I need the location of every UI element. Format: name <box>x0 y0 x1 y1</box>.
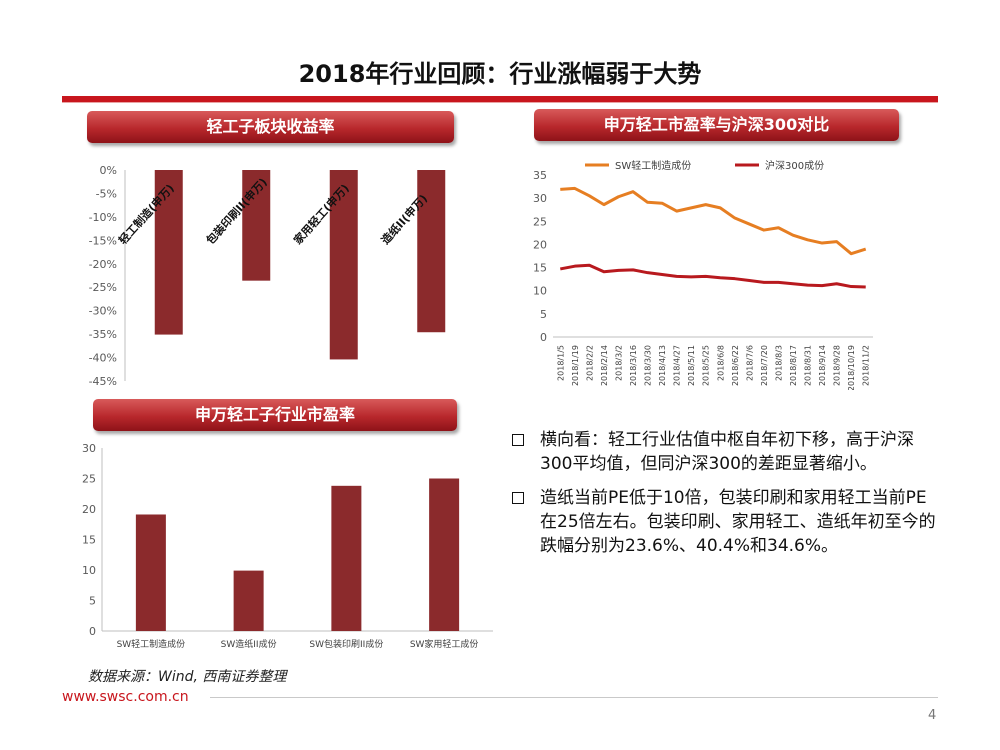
y-tick-label: 20 <box>533 238 547 251</box>
y-tick-label: 10 <box>82 564 96 577</box>
x-tick-label: 2018/2/14 <box>600 345 609 386</box>
title-underline-shadow <box>62 102 938 103</box>
x-tick-label: 2018/3/2 <box>614 345 623 381</box>
x-tick-label: 2018/6/22 <box>731 345 740 386</box>
category-label: SW造纸II成份 <box>221 638 277 650</box>
sub-industry-pe-bar-chart: 0 5 10 15 20 25 30 SW轻工制造成份 SW造纸II成份 SW包装印刷II成份 SW… <box>82 442 493 650</box>
x-tick-label: 2018/10/19 <box>847 345 856 390</box>
x-tick-label: 2018/4/13 <box>658 345 667 386</box>
y-tick-label: -20% <box>89 258 117 271</box>
y-tick-label: 30 <box>533 192 547 205</box>
x-tick-label: 2018/9/28 <box>833 345 842 386</box>
x-tick-label: 2018/2/2 <box>585 345 594 381</box>
commentary: 横向看：轻工行业估值中枢自年初下移，高于沪深300平均值，但同沪深300的差距显… <box>512 428 942 568</box>
bar <box>154 170 183 335</box>
bullet-item: 造纸当前PE低于10倍，包装印刷和家用轻工当前PE在25倍左右。包装印刷、家用轻… <box>512 486 942 558</box>
chart1-label: 轻工子板块收益率 <box>87 111 454 143</box>
checkbox-bullet-icon <box>512 434 524 446</box>
legend-label: SW轻工制造成份 <box>615 159 691 172</box>
x-tick-label: 2018/7/6 <box>745 345 754 381</box>
y-tick-label: 15 <box>82 534 96 547</box>
bar <box>135 514 166 631</box>
checkbox-bullet-icon <box>512 492 524 504</box>
y-tick-label: -40% <box>89 352 117 365</box>
bullet-text: 横向看：轻工行业估值中枢自年初下移，高于沪深300平均值，但同沪深300的差距显… <box>540 430 914 474</box>
bar <box>242 170 271 281</box>
x-tick-label: 2018/4/27 <box>673 345 682 386</box>
chart-returns: 0% -5% -10% -15% -20% -25% -30% -35% -40% -45% 轻工制… <box>80 155 480 395</box>
y-tick-label: -45% <box>89 375 117 388</box>
x-tick-label: 2018/9/14 <box>818 345 827 386</box>
y-tick-label: -10% <box>89 211 117 224</box>
bullet-item: 横向看：轻工行业估值中枢自年初下移，高于沪深300平均值，但同沪深300的差距显… <box>512 428 942 476</box>
y-tick-label: 0% <box>100 164 117 177</box>
y-tick-label: 5 <box>540 308 547 321</box>
bullet-text: 造纸当前PE低于10倍，包装印刷和家用轻工当前PE在25倍左右。包装印刷、家用轻… <box>540 488 936 556</box>
x-tick-label: 2018/6/8 <box>716 345 725 381</box>
y-tick-label: 20 <box>82 503 96 516</box>
y-tick-label: 15 <box>533 262 547 275</box>
y-tick-label: 0 <box>89 625 96 638</box>
y-tick-label: 10 <box>533 285 547 298</box>
y-tick-label: 30 <box>82 442 96 455</box>
x-tick-label: 2018/8/3 <box>774 345 783 381</box>
bar <box>233 570 264 631</box>
chart3-label: 申万轻工子行业市盈率 <box>93 399 457 431</box>
footer-divider <box>210 697 938 698</box>
returns-bar-chart: 0%-5%-10%-15%-20%-25%-30%-35%-40%-45%轻工制… <box>89 164 446 388</box>
y-tick-label: 35 <box>533 169 547 182</box>
category-label: SW轻工制造成份 <box>117 638 186 650</box>
chart2-label: 申万轻工市盈率与沪深300对比 <box>534 109 899 141</box>
series-line-1 <box>560 186 867 256</box>
y-tick-label: 5 <box>89 595 96 608</box>
category-label: SW家用轻工成份 <box>410 638 479 650</box>
y-tick-label: -35% <box>89 328 117 341</box>
bar <box>329 170 358 360</box>
x-tick-label: 2018/5/11 <box>687 345 696 386</box>
y-tick-label: -30% <box>89 305 117 318</box>
bar <box>417 170 446 333</box>
y-tick-label: 25 <box>533 215 547 228</box>
legend-label: 沪深300成份 <box>765 159 824 172</box>
page-title: 2018年行业回顾：行业涨幅弱于大势 <box>298 60 702 88</box>
page-number: 4 <box>928 708 937 723</box>
website-link[interactable]: www.swsc.com.cn <box>62 689 189 705</box>
x-tick-label: 2018/5/25 <box>702 345 711 386</box>
x-tick-label: 2018/8/17 <box>789 345 798 386</box>
chart-sub-pe: 0 5 10 15 20 25 30 SW轻工制造成份 SW造纸II成份 SW包装印刷II成份 SW… <box>68 438 508 660</box>
data-source-note: 数据来源：Wind, 西南证券整理 <box>88 669 287 685</box>
y-tick-label: 0 <box>540 331 547 344</box>
y-tick-label: -25% <box>89 281 117 294</box>
chart-pe-compare: 0 5 10 15 20 25 30 35 2018/1/5 2018/1/19 2018/2/2 2… <box>515 150 935 390</box>
y-tick-label: -15% <box>89 234 117 247</box>
x-tick-label: 2018/1/19 <box>571 345 580 386</box>
x-tick-label: 2018/3/30 <box>644 345 653 386</box>
bar <box>429 478 460 631</box>
pe-compare-line-chart: 0 5 10 15 20 25 30 35 2018/1/5 2018/1/19 2018/2/2 2… <box>533 159 873 390</box>
bar <box>331 485 362 631</box>
category-label: SW包装印刷II成份 <box>309 638 383 650</box>
x-tick-label: 2018/3/16 <box>629 345 638 386</box>
x-tick-label: 2018/11/2 <box>862 345 871 386</box>
x-tick-label: 2018/8/31 <box>804 345 813 386</box>
y-tick-label: -5% <box>96 187 117 200</box>
y-tick-label: 25 <box>82 473 96 486</box>
x-tick-label: 2018/7/20 <box>760 345 769 386</box>
x-tick-label: 2018/1/5 <box>556 345 565 381</box>
series-line-2 <box>559 263 866 289</box>
title-underline <box>62 96 938 102</box>
